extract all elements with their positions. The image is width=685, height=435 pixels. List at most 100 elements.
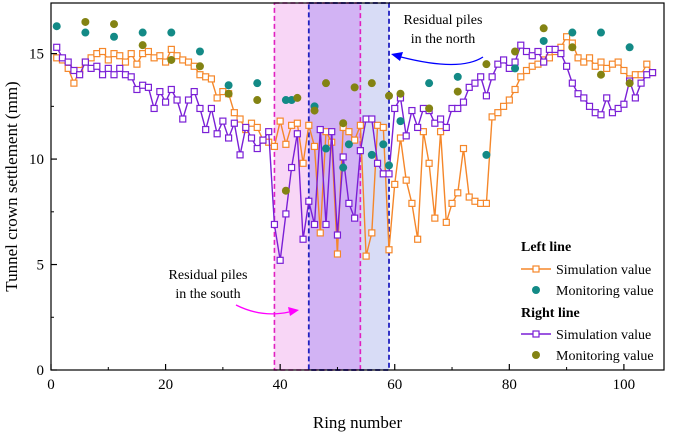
left-monitoring-point	[511, 64, 520, 73]
right-simulation-marker	[167, 85, 175, 94]
right-simulation-marker	[368, 115, 376, 123]
left-simulation-marker	[70, 79, 78, 87]
left-simulation-marker	[133, 60, 141, 68]
south-annotation-line1: Residual piles	[169, 268, 248, 283]
north-annotation-line1: Residual piles	[404, 13, 483, 28]
left-simulation-marker	[379, 123, 387, 132]
right-simulation-marker	[276, 256, 284, 264]
left-simulation-marker	[637, 71, 645, 79]
left-simulation-marker	[608, 60, 617, 68]
left-simulation-marker	[93, 50, 101, 58]
left-simulation-marker	[139, 50, 147, 58]
left-simulation-marker	[459, 144, 468, 153]
left-simulation-marker	[545, 54, 554, 62]
right-simulation-marker	[637, 79, 645, 87]
right-simulation-marker	[603, 94, 611, 102]
legend-left-sim-label: Simulation value	[556, 263, 651, 278]
legend-left-title: Left line	[521, 240, 571, 255]
right-simulation-marker	[150, 104, 158, 113]
right-simulation-marker	[81, 58, 89, 66]
right-simulation-marker	[259, 136, 267, 144]
left-simulation-marker	[288, 121, 296, 129]
right-simulation-marker	[213, 130, 221, 138]
legend-right-mon-marker	[532, 351, 540, 359]
left-monitoring-point	[253, 79, 262, 88]
left-simulation-marker	[517, 73, 525, 81]
left-simulation-marker	[528, 62, 536, 70]
right-simulation-marker	[58, 54, 67, 62]
right-simulation-marker	[253, 144, 261, 153]
right-simulation-marker	[408, 106, 416, 115]
left-simulation-marker	[179, 56, 187, 64]
right-monitoring-point	[110, 20, 119, 29]
right-simulation-marker	[591, 109, 599, 117]
right-simulation-marker	[230, 119, 238, 127]
right-simulation-marker	[98, 71, 107, 79]
right-simulation-marker	[116, 64, 124, 72]
right-simulation-marker	[528, 52, 536, 60]
right-simulation-marker	[196, 104, 204, 113]
right-simulation-marker	[345, 199, 353, 207]
left-simulation-marker	[373, 121, 382, 129]
x-tick-label: 0	[47, 377, 55, 393]
north-annotation-line2: in the north	[411, 32, 476, 47]
right-simulation-marker	[631, 94, 639, 102]
right-simulation-marker	[540, 58, 548, 66]
left-simulation-marker	[345, 128, 353, 136]
right-simulation-marker	[133, 85, 141, 94]
right-simulation-marker	[282, 210, 290, 218]
left-simulation-marker	[494, 109, 502, 117]
left-simulation-marker	[499, 102, 508, 110]
left-simulation-marker	[322, 128, 330, 136]
right-simulation-marker	[339, 153, 347, 161]
right-simulation-marker	[310, 220, 319, 229]
right-simulation-marker	[53, 43, 61, 51]
right-simulation-marker	[620, 100, 628, 108]
left-simulation-marker	[127, 50, 135, 58]
x-tick-label: 80	[502, 377, 517, 393]
right-monitoring-point	[539, 24, 548, 33]
left-simulation-marker	[247, 119, 256, 127]
left-monitoring-point	[52, 22, 61, 31]
south-arrow-head	[288, 307, 299, 316]
right-simulation-marker	[110, 71, 118, 79]
left-simulation-marker	[631, 71, 639, 79]
left-simulation-marker	[580, 58, 588, 66]
right-simulation-marker	[482, 92, 491, 100]
right-simulation-marker	[356, 147, 364, 155]
north-annotation-arrow	[400, 56, 484, 66]
left-monitoring-point	[81, 28, 90, 37]
left-monitoring-point	[568, 28, 577, 37]
x-tick-label: 100	[613, 377, 636, 393]
left-simulation-marker	[230, 109, 238, 117]
left-simulation-marker	[305, 121, 313, 129]
left-simulation-marker	[316, 229, 324, 237]
left-monitoring-point	[344, 140, 353, 149]
right-simulation-marker	[190, 87, 198, 96]
right-monitoring-point	[596, 70, 605, 79]
left-simulation-marker	[436, 128, 445, 136]
left-simulation-marker	[454, 189, 462, 197]
right-monitoring-point	[625, 79, 634, 88]
left-simulation-marker	[643, 60, 651, 68]
left-simulation-marker	[597, 58, 605, 66]
left-monitoring-point	[396, 117, 405, 126]
north-arrow-head	[391, 52, 403, 61]
left-simulation-marker	[488, 113, 496, 121]
right-monitoring-point	[425, 104, 434, 113]
left-simulation-marker	[184, 58, 193, 66]
left-simulation-marker	[351, 136, 359, 144]
right-monitoring-point	[367, 79, 376, 88]
right-simulation-marker	[448, 104, 456, 113]
right-simulation-marker	[144, 83, 152, 91]
right-monitoring-point	[385, 91, 394, 100]
south-annotation-line2: in the south	[175, 287, 240, 302]
left-monitoring-point	[367, 150, 376, 159]
right-monitoring-point	[482, 60, 491, 69]
right-simulation-marker	[161, 98, 170, 106]
x-tick-label: 20	[158, 377, 173, 393]
right-simulation-marker	[580, 94, 588, 102]
legend-right-title: Right line	[521, 306, 580, 321]
right-simulation-marker	[563, 62, 571, 70]
left-monitoring-point	[625, 43, 634, 52]
